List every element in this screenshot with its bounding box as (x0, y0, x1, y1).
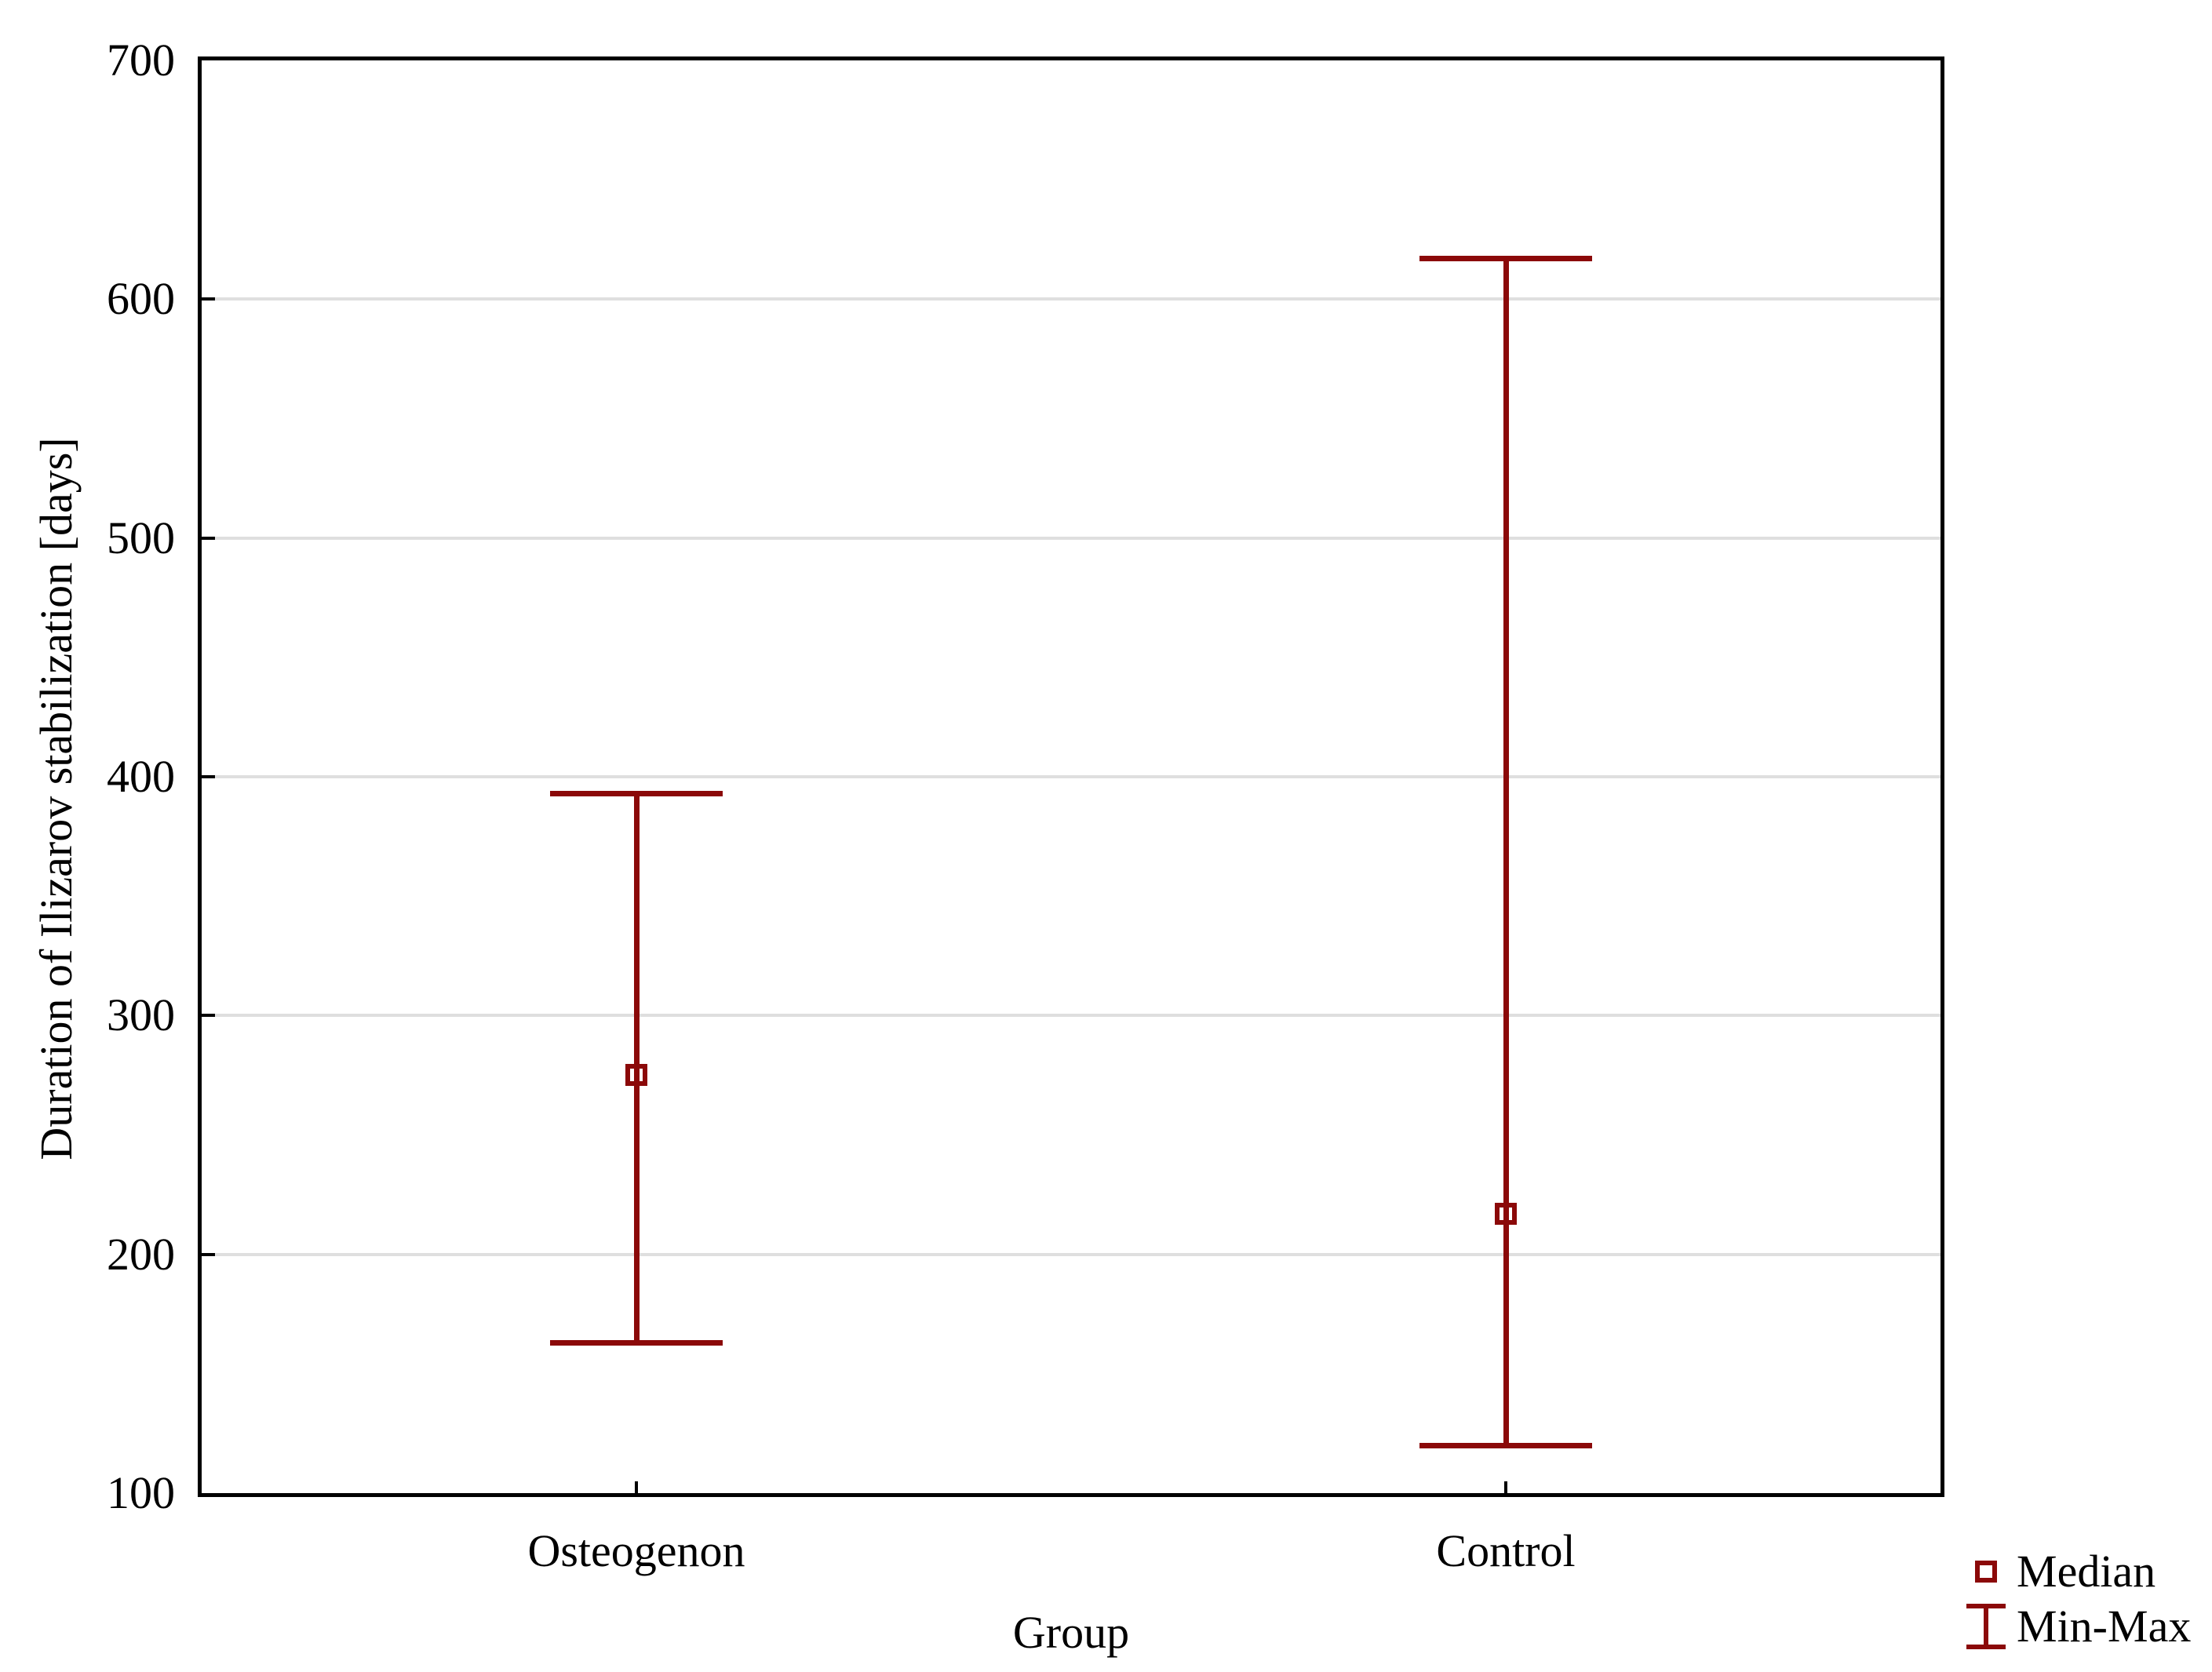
y-tick-label: 600 (107, 273, 175, 325)
plot-area (198, 56, 1944, 1497)
x-axis-title: Group (1012, 1607, 1130, 1658)
min-cap (1419, 1442, 1592, 1448)
plot-inner (202, 60, 1941, 1493)
y-tick-label: 200 (107, 1228, 175, 1280)
y-tick-mark (202, 297, 215, 301)
legend: Median Min-Max (1955, 1544, 2191, 1654)
y-tick-label: 100 (107, 1467, 175, 1518)
gridline (202, 536, 1941, 540)
x-tick-mark (635, 1481, 638, 1493)
y-tick-label: 500 (107, 512, 175, 563)
min-cap (550, 1339, 723, 1346)
open-square-icon (1975, 1561, 1997, 1583)
legend-item-median: Median (1955, 1544, 2191, 1599)
x-category-label: Control (1436, 1525, 1576, 1576)
gridline (202, 1014, 1941, 1018)
gridline (202, 775, 1941, 778)
gridline (202, 297, 1941, 301)
legend-item-minmax: Min-Max (1955, 1599, 2191, 1654)
x-tick-mark (1504, 1481, 1507, 1493)
max-cap (550, 790, 723, 796)
median-marker (625, 1064, 647, 1087)
y-tick-mark (202, 1252, 215, 1256)
x-category-label: Osteogenon (527, 1525, 745, 1576)
whisker-line (1503, 258, 1509, 1446)
y-tick-mark (202, 536, 215, 540)
y-tick-mark (202, 1014, 215, 1018)
y-tick-mark (202, 775, 215, 778)
legend-label-minmax: Min-Max (2017, 1601, 2192, 1652)
max-cap (1419, 256, 1592, 262)
y-axis-title: Duration of Ilizarov stabilization [days… (31, 437, 82, 1160)
error-bar-icon (1966, 1604, 2006, 1649)
y-tick-label: 300 (107, 989, 175, 1041)
y-tick-label: 700 (107, 35, 175, 86)
gridline (202, 1252, 1941, 1256)
legend-label-median: Median (2017, 1546, 2156, 1597)
median-marker (1495, 1202, 1517, 1225)
y-tick-label: 400 (107, 751, 175, 802)
